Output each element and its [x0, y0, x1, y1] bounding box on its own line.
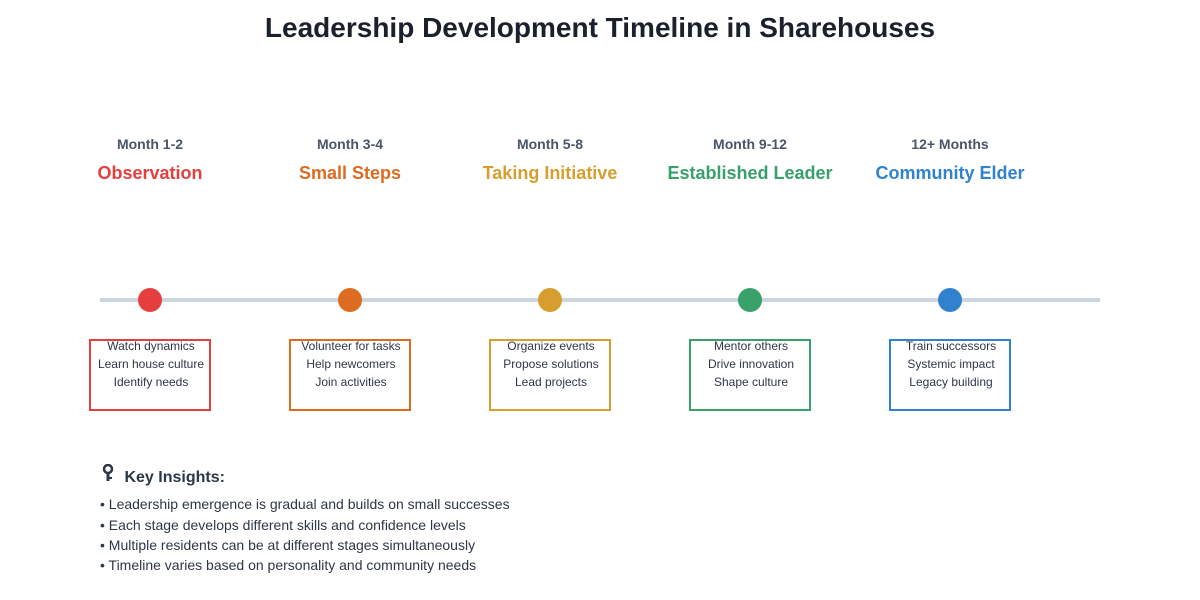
stage-detail-item: Volunteer for tasks	[301, 339, 401, 353]
insights-heading-text: Key Insights:	[124, 469, 225, 486]
insights-heading: Key Insights:	[102, 463, 225, 487]
stage-detail-item: Learn house culture	[97, 357, 205, 371]
timeline-line	[100, 298, 1100, 302]
stage-period: Month 3-4	[316, 136, 384, 152]
timeline-marker	[738, 288, 762, 312]
key-icon	[102, 463, 120, 487]
stage-period: Month 1-2	[116, 136, 184, 152]
insight-item: • Leadership emergence is gradual and bu…	[100, 496, 510, 512]
stage-name: Taking Initiative	[482, 163, 618, 183]
stage-detail-item: Propose solutions	[503, 357, 599, 371]
page-title: Leadership Development Timeline in Share…	[264, 12, 936, 43]
stage-name: Observation	[97, 163, 203, 183]
timeline-marker	[338, 288, 362, 312]
stage-detail-item: Legacy building	[909, 375, 993, 389]
stage-details-box: Train successors Systemic impact Legacy bu…	[889, 339, 1011, 411]
stage-detail-item: Help newcomers	[306, 357, 396, 371]
stage-details-box: Watch dynamics Learn house culture Identif…	[89, 339, 211, 411]
stage-detail-item: Drive innovation	[707, 357, 795, 371]
stage-detail-item: Systemic impact	[907, 357, 995, 371]
stage-details-box: Organize events Propose solutions Lead pro…	[489, 339, 611, 411]
insight-item: • Each stage develops different skills a…	[100, 517, 466, 533]
stage-detail-item: Mentor others	[713, 339, 789, 353]
insight-item: • Multiple residents can be at different…	[100, 537, 476, 553]
stage-period: Month 9-12	[713, 136, 787, 152]
stage-period: 12+ Months	[911, 136, 989, 152]
timeline-marker	[938, 288, 962, 312]
stage-detail-item: Organize events	[507, 339, 595, 353]
stage-details-box: Volunteer for tasks Help newcomers Join ac…	[289, 339, 411, 411]
stage-detail-item: Train successors	[905, 339, 997, 353]
insight-item: • Timeline varies based on personality a…	[100, 557, 477, 573]
timeline-marker	[138, 288, 162, 312]
stage-detail-item: Shape culture	[713, 375, 789, 389]
stage-detail-item: Join activities	[315, 375, 387, 389]
stage-detail-item: Lead projects	[514, 375, 588, 389]
stage-details-box: Mentor others Drive innovation Shape cultu…	[689, 339, 811, 411]
stage-name: Small Steps	[298, 163, 402, 183]
timeline-marker	[538, 288, 562, 312]
stage-name: Established Leader	[667, 163, 833, 183]
stage-name: Community Elder	[875, 163, 1025, 183]
stage-detail-item: Watch dynamics	[107, 339, 195, 353]
stage-detail-item: Identify needs	[113, 375, 189, 389]
stage-period: Month 5-8	[516, 136, 584, 152]
